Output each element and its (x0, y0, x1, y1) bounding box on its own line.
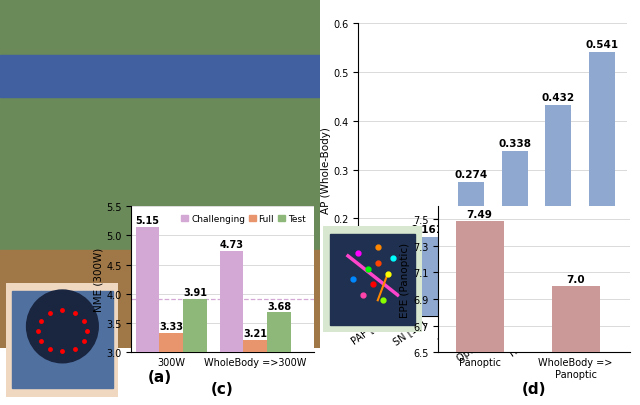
Bar (458, 183, 484, 316)
Y-axis label: NME (300W): NME (300W) (93, 247, 103, 311)
Text: 0.338: 0.338 (498, 138, 531, 148)
Text: 0.432: 0.432 (541, 93, 575, 102)
Text: 0.141: 0.141 (367, 234, 400, 244)
Text: 3.68: 3.68 (267, 301, 291, 311)
Text: 4.73: 4.73 (220, 240, 244, 250)
Bar (589, 53, 615, 316)
Bar (414, 238, 440, 316)
Y-axis label: AP (Whole-Body): AP (Whole-Body) (321, 127, 330, 213)
Bar (267, 313, 291, 352)
Circle shape (26, 290, 99, 363)
Bar (243, 340, 267, 352)
Text: 5.15: 5.15 (136, 215, 159, 225)
Text: 3.21: 3.21 (243, 328, 268, 338)
Text: 0.274: 0.274 (454, 169, 488, 179)
Text: 0.161: 0.161 (411, 224, 444, 234)
Bar (330, 234, 415, 325)
Text: (c): (c) (211, 381, 234, 396)
Bar (502, 151, 528, 316)
Bar (545, 106, 572, 316)
Bar (183, 299, 207, 352)
Bar (0, 56, 320, 98)
Bar (552, 286, 600, 352)
Bar (12, 292, 113, 388)
Bar (159, 333, 183, 352)
Text: (d): (d) (522, 381, 547, 396)
Text: (a): (a) (148, 369, 172, 384)
Text: 0.541: 0.541 (586, 40, 618, 49)
Bar (0, 251, 320, 348)
Bar (371, 247, 397, 316)
Text: 7.0: 7.0 (566, 275, 585, 285)
Text: 3.33: 3.33 (159, 322, 183, 331)
Bar (456, 221, 504, 352)
Bar (220, 252, 243, 352)
Legend: Challenging, Full, Test: Challenging, Full, Test (177, 211, 309, 227)
Y-axis label: EPE (Panoptic): EPE (Panoptic) (401, 242, 410, 317)
Text: 3.91: 3.91 (183, 288, 207, 298)
Text: 7.49: 7.49 (467, 210, 493, 220)
Bar (136, 227, 159, 352)
